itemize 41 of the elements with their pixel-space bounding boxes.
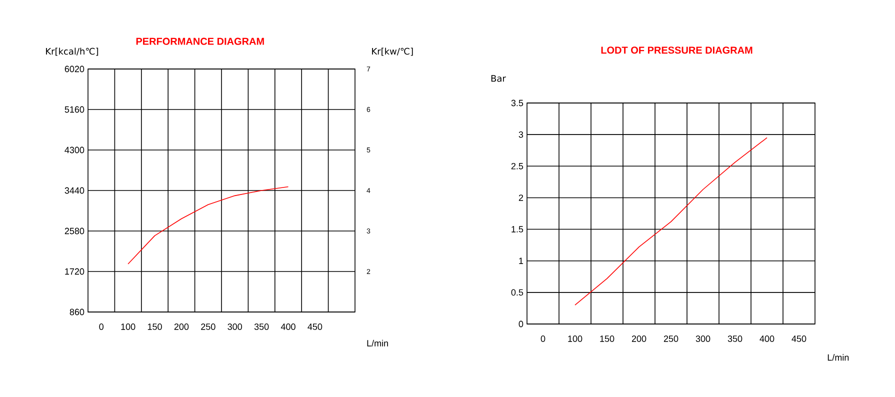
chart-title: LODT OF PRESSURE DIAGRAM bbox=[601, 46, 752, 54]
y-tick-label: 1.5 bbox=[512, 226, 524, 232]
y-tick-label: 3440 bbox=[64, 187, 84, 194]
y-tick-label: 3.5 bbox=[511, 100, 524, 106]
y-tick-label: 2.5 bbox=[511, 162, 524, 170]
y-tick-label: 1720 bbox=[65, 268, 84, 275]
y-tick-label: 3 bbox=[518, 131, 524, 138]
x-tick-label: 400 bbox=[280, 324, 296, 330]
y2-axis-title: Kr[kw/℃] bbox=[372, 48, 413, 56]
y-tick-label: 4300 bbox=[64, 146, 84, 154]
y-tick-label: 860 bbox=[70, 308, 84, 316]
x-tick-label: 0 bbox=[99, 324, 104, 330]
y-axis-title: Kr[kcal/h℃] bbox=[46, 48, 98, 56]
x-tick-label: 100 bbox=[568, 336, 582, 342]
y-axis-title: Bar bbox=[491, 75, 506, 82]
y-tick-label: 6020 bbox=[64, 66, 84, 72]
x-tick-label: 200 bbox=[174, 324, 189, 330]
line-series bbox=[574, 137, 768, 306]
x-tick-label: 350 bbox=[728, 336, 742, 342]
x-tick-label: 250 bbox=[664, 336, 678, 342]
x-tick-label: 450 bbox=[308, 324, 322, 330]
x-tick-label: 300 bbox=[228, 324, 242, 330]
y-tick-label: 5160 bbox=[64, 106, 84, 113]
x-tick-label: 300 bbox=[696, 336, 710, 342]
y-tick-label: 0.5 bbox=[511, 289, 524, 296]
x-tick-label: 450 bbox=[792, 336, 806, 342]
x-tick-label: 200 bbox=[632, 336, 646, 342]
chart-title: PERFORMANCE DIAGRAM bbox=[136, 38, 264, 45]
x-tick-label: 0 bbox=[540, 336, 546, 342]
line-series bbox=[128, 186, 289, 264]
y-tick-label: 2 bbox=[518, 194, 524, 201]
x-axis-title: L/min bbox=[367, 340, 388, 346]
x-tick-label: 100 bbox=[121, 324, 136, 330]
x-tick-label: 350 bbox=[254, 324, 269, 330]
x-tick-label: 250 bbox=[201, 324, 216, 330]
x-tick-label: 400 bbox=[760, 336, 774, 342]
y-tick-label: 1 bbox=[519, 258, 524, 264]
x-tick-label: 150 bbox=[600, 336, 614, 342]
y-tick-label: 2580 bbox=[64, 228, 84, 234]
x-tick-label: 150 bbox=[148, 324, 162, 330]
x-axis-title: L/min bbox=[828, 354, 849, 361]
